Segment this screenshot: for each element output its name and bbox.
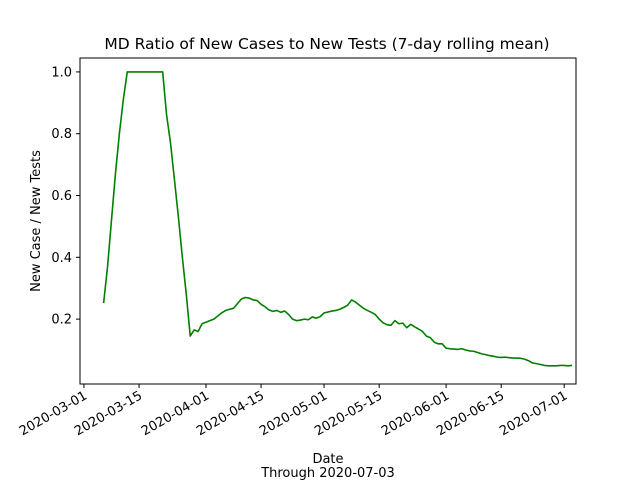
x-axis-subtitle: Through 2020-07-03: [260, 466, 395, 480]
y-axis: 0.2 0.4 0.6 0.8 1.0: [51, 65, 80, 328]
plot-frame: [79, 57, 577, 385]
x-axis-title: Date: [312, 452, 343, 467]
y-tick-label: 0.4: [51, 251, 72, 266]
y-tick-label: 1.0: [51, 65, 72, 80]
chart-title: MD Ratio of New Cases to New Tests (7-da…: [104, 35, 549, 53]
y-tick-label: 0.6: [51, 189, 72, 204]
x-tick-label: 2020-07-01: [497, 388, 570, 439]
y-tick-label: 0.8: [51, 127, 72, 142]
y-axis-title: New Case / New Tests: [29, 150, 44, 292]
plot-area: [102, 71, 573, 367]
x-axis: 2020-03-012020-03-152020-04-012020-04-15…: [17, 384, 570, 439]
y-tick-label: 0.2: [51, 313, 72, 328]
series-line: [102, 71, 573, 367]
